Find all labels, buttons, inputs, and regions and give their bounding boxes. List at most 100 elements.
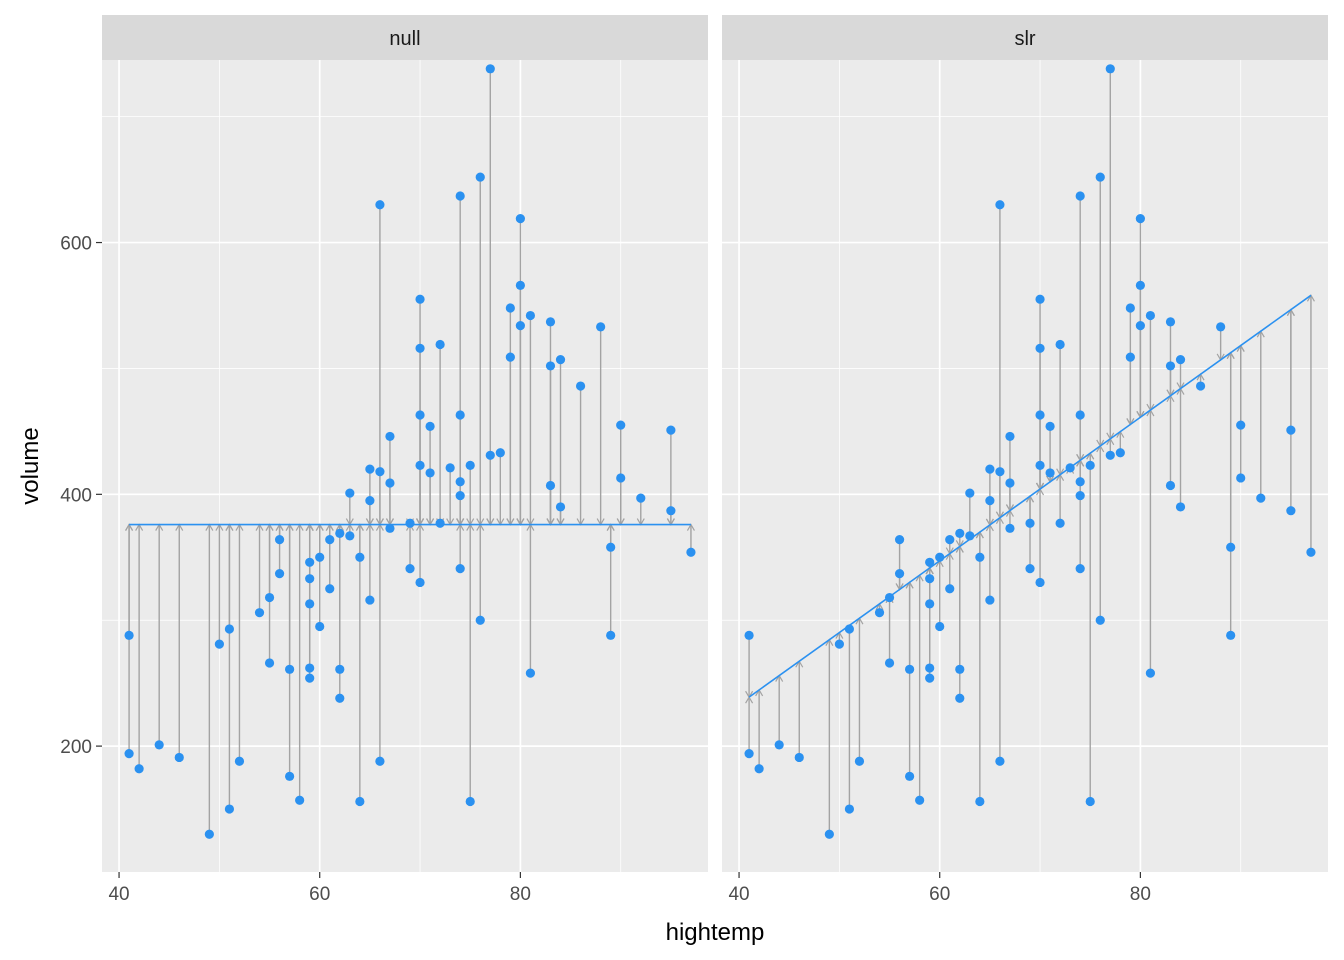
data-point bbox=[1226, 542, 1236, 552]
data-point bbox=[1035, 577, 1045, 588]
data-point bbox=[1035, 294, 1045, 304]
data-point bbox=[1085, 796, 1095, 807]
data-point bbox=[1286, 506, 1296, 516]
strip-label-null: null bbox=[389, 28, 420, 50]
data-point bbox=[124, 749, 134, 759]
facet-panel-slr: slr bbox=[722, 15, 1328, 872]
axes: 200 400 600 40 60 80 40 60 80 bbox=[60, 234, 1151, 905]
data-point bbox=[415, 460, 425, 470]
data-point bbox=[1045, 468, 1055, 478]
data-point bbox=[435, 339, 445, 350]
data-point bbox=[1075, 477, 1085, 487]
x-tick-label: 40 bbox=[728, 884, 749, 905]
data-point bbox=[905, 664, 915, 674]
data-point bbox=[285, 771, 295, 781]
data-point bbox=[985, 595, 995, 605]
data-point bbox=[1226, 630, 1236, 640]
data-point bbox=[985, 496, 995, 506]
data-point bbox=[1195, 381, 1206, 391]
data-point bbox=[305, 673, 315, 683]
data-point bbox=[955, 693, 965, 703]
data-point bbox=[945, 584, 955, 594]
data-point bbox=[1055, 339, 1065, 350]
data-point bbox=[345, 488, 355, 498]
data-point bbox=[305, 599, 315, 609]
data-point bbox=[285, 664, 295, 674]
data-point bbox=[214, 639, 224, 649]
data-point bbox=[965, 531, 975, 541]
data-point bbox=[274, 569, 285, 579]
data-point bbox=[555, 502, 566, 512]
data-point bbox=[794, 752, 804, 763]
plot-background-slr bbox=[722, 60, 1328, 872]
x-tick-label: 40 bbox=[108, 884, 129, 905]
data-point bbox=[1236, 420, 1246, 430]
strip-background-slr bbox=[722, 15, 1328, 60]
data-point bbox=[425, 468, 435, 478]
data-point bbox=[174, 752, 184, 763]
data-point bbox=[425, 421, 435, 431]
data-point bbox=[525, 310, 536, 321]
data-point bbox=[1005, 431, 1015, 442]
plot-background-null bbox=[102, 60, 708, 872]
data-point bbox=[995, 467, 1005, 477]
data-point bbox=[905, 771, 915, 781]
points-slr bbox=[744, 64, 1316, 839]
data-point bbox=[606, 542, 616, 552]
data-point bbox=[1286, 425, 1296, 435]
data-point bbox=[365, 595, 375, 605]
data-point bbox=[995, 200, 1005, 210]
data-point bbox=[475, 615, 485, 625]
data-point bbox=[1306, 547, 1316, 557]
data-point bbox=[1075, 410, 1085, 420]
data-point bbox=[345, 531, 355, 541]
data-point bbox=[355, 552, 365, 562]
data-point bbox=[1135, 280, 1145, 290]
data-point bbox=[264, 658, 275, 668]
x-tick-label: 60 bbox=[309, 884, 330, 905]
data-point bbox=[274, 535, 285, 545]
data-point bbox=[955, 664, 965, 674]
data-point bbox=[415, 410, 425, 420]
data-point bbox=[154, 740, 164, 750]
data-point bbox=[1075, 191, 1085, 201]
data-point bbox=[1095, 615, 1105, 625]
data-point bbox=[335, 693, 345, 703]
data-point bbox=[455, 564, 465, 574]
data-point bbox=[455, 477, 465, 487]
data-point bbox=[134, 764, 144, 774]
data-point bbox=[1085, 460, 1095, 470]
data-point bbox=[264, 592, 275, 603]
data-point bbox=[465, 460, 475, 470]
data-point bbox=[1105, 450, 1115, 460]
data-point bbox=[985, 464, 995, 474]
data-point bbox=[925, 557, 935, 567]
data-point bbox=[515, 280, 525, 290]
data-point bbox=[485, 64, 495, 74]
data-point bbox=[495, 448, 505, 458]
data-point bbox=[744, 749, 754, 759]
residual-segments-null bbox=[125, 68, 695, 835]
data-point bbox=[365, 464, 375, 474]
data-point bbox=[305, 663, 315, 673]
data-point bbox=[1035, 343, 1045, 353]
x-tick-label: 80 bbox=[510, 884, 531, 905]
data-point bbox=[844, 624, 855, 634]
points-null bbox=[124, 64, 696, 839]
data-point bbox=[545, 361, 556, 371]
data-point bbox=[1256, 493, 1266, 503]
data-point bbox=[1065, 463, 1075, 473]
data-point bbox=[1236, 473, 1246, 483]
data-point bbox=[385, 523, 395, 533]
data-point bbox=[935, 552, 945, 562]
data-point bbox=[975, 796, 985, 807]
residual-arrowhead bbox=[686, 523, 695, 531]
data-point bbox=[1035, 410, 1045, 420]
data-point bbox=[305, 574, 315, 584]
residual-arrowhead bbox=[125, 523, 134, 531]
strip-background-null bbox=[102, 15, 708, 60]
data-point bbox=[385, 431, 395, 442]
data-point bbox=[455, 490, 465, 501]
data-point bbox=[515, 214, 525, 224]
